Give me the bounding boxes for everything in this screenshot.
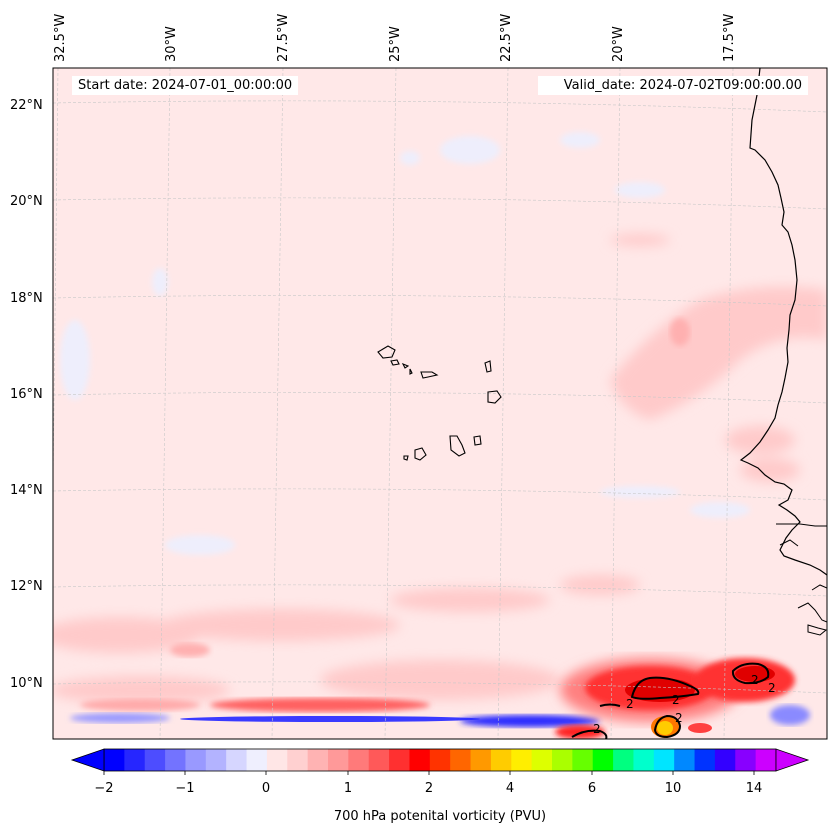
lat-label: 10°N: [10, 676, 43, 691]
colorbar-segment: [592, 749, 614, 771]
colorbar-max-arrow: [775, 748, 810, 772]
pv-low-patches: [60, 132, 750, 555]
cape-verde-islands: [377, 345, 502, 461]
lat-label: 16°N: [10, 387, 43, 402]
map-frame: [52, 67, 828, 740]
colorbar-tick-label: 14: [745, 781, 763, 796]
colorbar-segment: [266, 749, 288, 771]
graticule: [53, 68, 827, 739]
colorbar-segment: [572, 749, 594, 771]
colorbar-segment: [328, 749, 349, 771]
colorbar-segment: [226, 749, 248, 771]
colorbar-segment: [674, 749, 696, 771]
colorbar-tick-label: 6: [587, 781, 597, 796]
colorbar-segment: [633, 749, 655, 771]
colorbar-tick-label: 4: [505, 781, 515, 796]
colorbar-title: 700 hPa potenital vorticity (PVU): [333, 809, 547, 824]
pv-pink-patches: [53, 234, 827, 704]
colorbar-segment: [124, 749, 146, 771]
lon-label: 25°W: [388, 26, 403, 62]
lat-label: 22°N: [10, 98, 43, 113]
colorbar-segment: [104, 749, 125, 771]
lon-label: 30°W: [164, 26, 179, 62]
valid-date-label: Valid_date: 2024-07-02T09:00:00.00: [538, 76, 808, 95]
svg-text:2: 2: [593, 722, 601, 736]
svg-text:2: 2: [626, 697, 634, 711]
colorbar-segment: [165, 749, 186, 771]
colorbar-tick-label: 1: [343, 781, 353, 796]
lat-label: 20°N: [10, 194, 43, 209]
colorbar-segment: [552, 749, 573, 771]
colorbar-segment: [613, 749, 634, 771]
colorbar-segment: [653, 749, 675, 771]
lon-label: 27.5°W: [276, 13, 291, 62]
lon-label: 22.5°W: [499, 13, 514, 62]
colorbar-segment: [714, 749, 736, 771]
colorbar-tick-label: 0: [261, 781, 271, 796]
lon-label: 32.5°W: [53, 13, 68, 62]
africa-coastline: [739, 68, 827, 576]
colorbar-segment: [389, 749, 410, 771]
colorbar-segment: [307, 749, 329, 771]
svg-text:2: 2: [672, 693, 680, 707]
colorbar-segment: [450, 749, 472, 771]
colorbar-segment: [246, 749, 268, 771]
colorbar-segment: [185, 749, 207, 771]
contour-labels: 2 2 2 2 2 2: [593, 673, 776, 736]
colorbar-segment: [368, 749, 390, 771]
colorbar-segment: [531, 749, 553, 771]
lat-label: 14°N: [10, 483, 43, 498]
lat-label: 12°N: [10, 579, 43, 594]
colorbar-tick-marks: [103, 771, 755, 775]
colorbar-segment: [490, 749, 512, 771]
colorbar-segment: [144, 749, 166, 771]
colorbar-segment: [348, 749, 370, 771]
colorbar-tick-label: −1: [175, 781, 195, 796]
colorbar-segment: [511, 749, 533, 771]
colorbar-segment: [755, 749, 777, 771]
svg-text:2: 2: [751, 673, 759, 687]
start-date-label: Start date: 2024-07-01_00:00:00: [72, 76, 299, 95]
pv-field: 2 2 2 2 2 2: [53, 68, 827, 739]
colorbar-tick-label: −2: [94, 781, 114, 796]
colorbar-tick-label: 10: [664, 781, 682, 796]
colorbar-segment: [429, 749, 451, 771]
colorbar-segment: [470, 749, 492, 771]
colorbar-segment: [205, 749, 227, 771]
colorbar-segment: [287, 749, 309, 771]
svg-text:2: 2: [768, 681, 776, 695]
lon-label: 20°W: [611, 26, 626, 62]
svg-text:2: 2: [675, 711, 683, 725]
colorbar-min-arrow: [70, 748, 105, 772]
colorbar-segment: [735, 749, 757, 771]
colorbar: [103, 748, 777, 772]
pv-contours: [571, 662, 770, 739]
colorbar-tick-label: 2: [424, 781, 434, 796]
lon-label: 17.5°W: [722, 13, 737, 62]
colorbar-segment: [409, 749, 431, 771]
colorbar-segment: [694, 749, 716, 771]
lat-label: 18°N: [10, 291, 43, 306]
